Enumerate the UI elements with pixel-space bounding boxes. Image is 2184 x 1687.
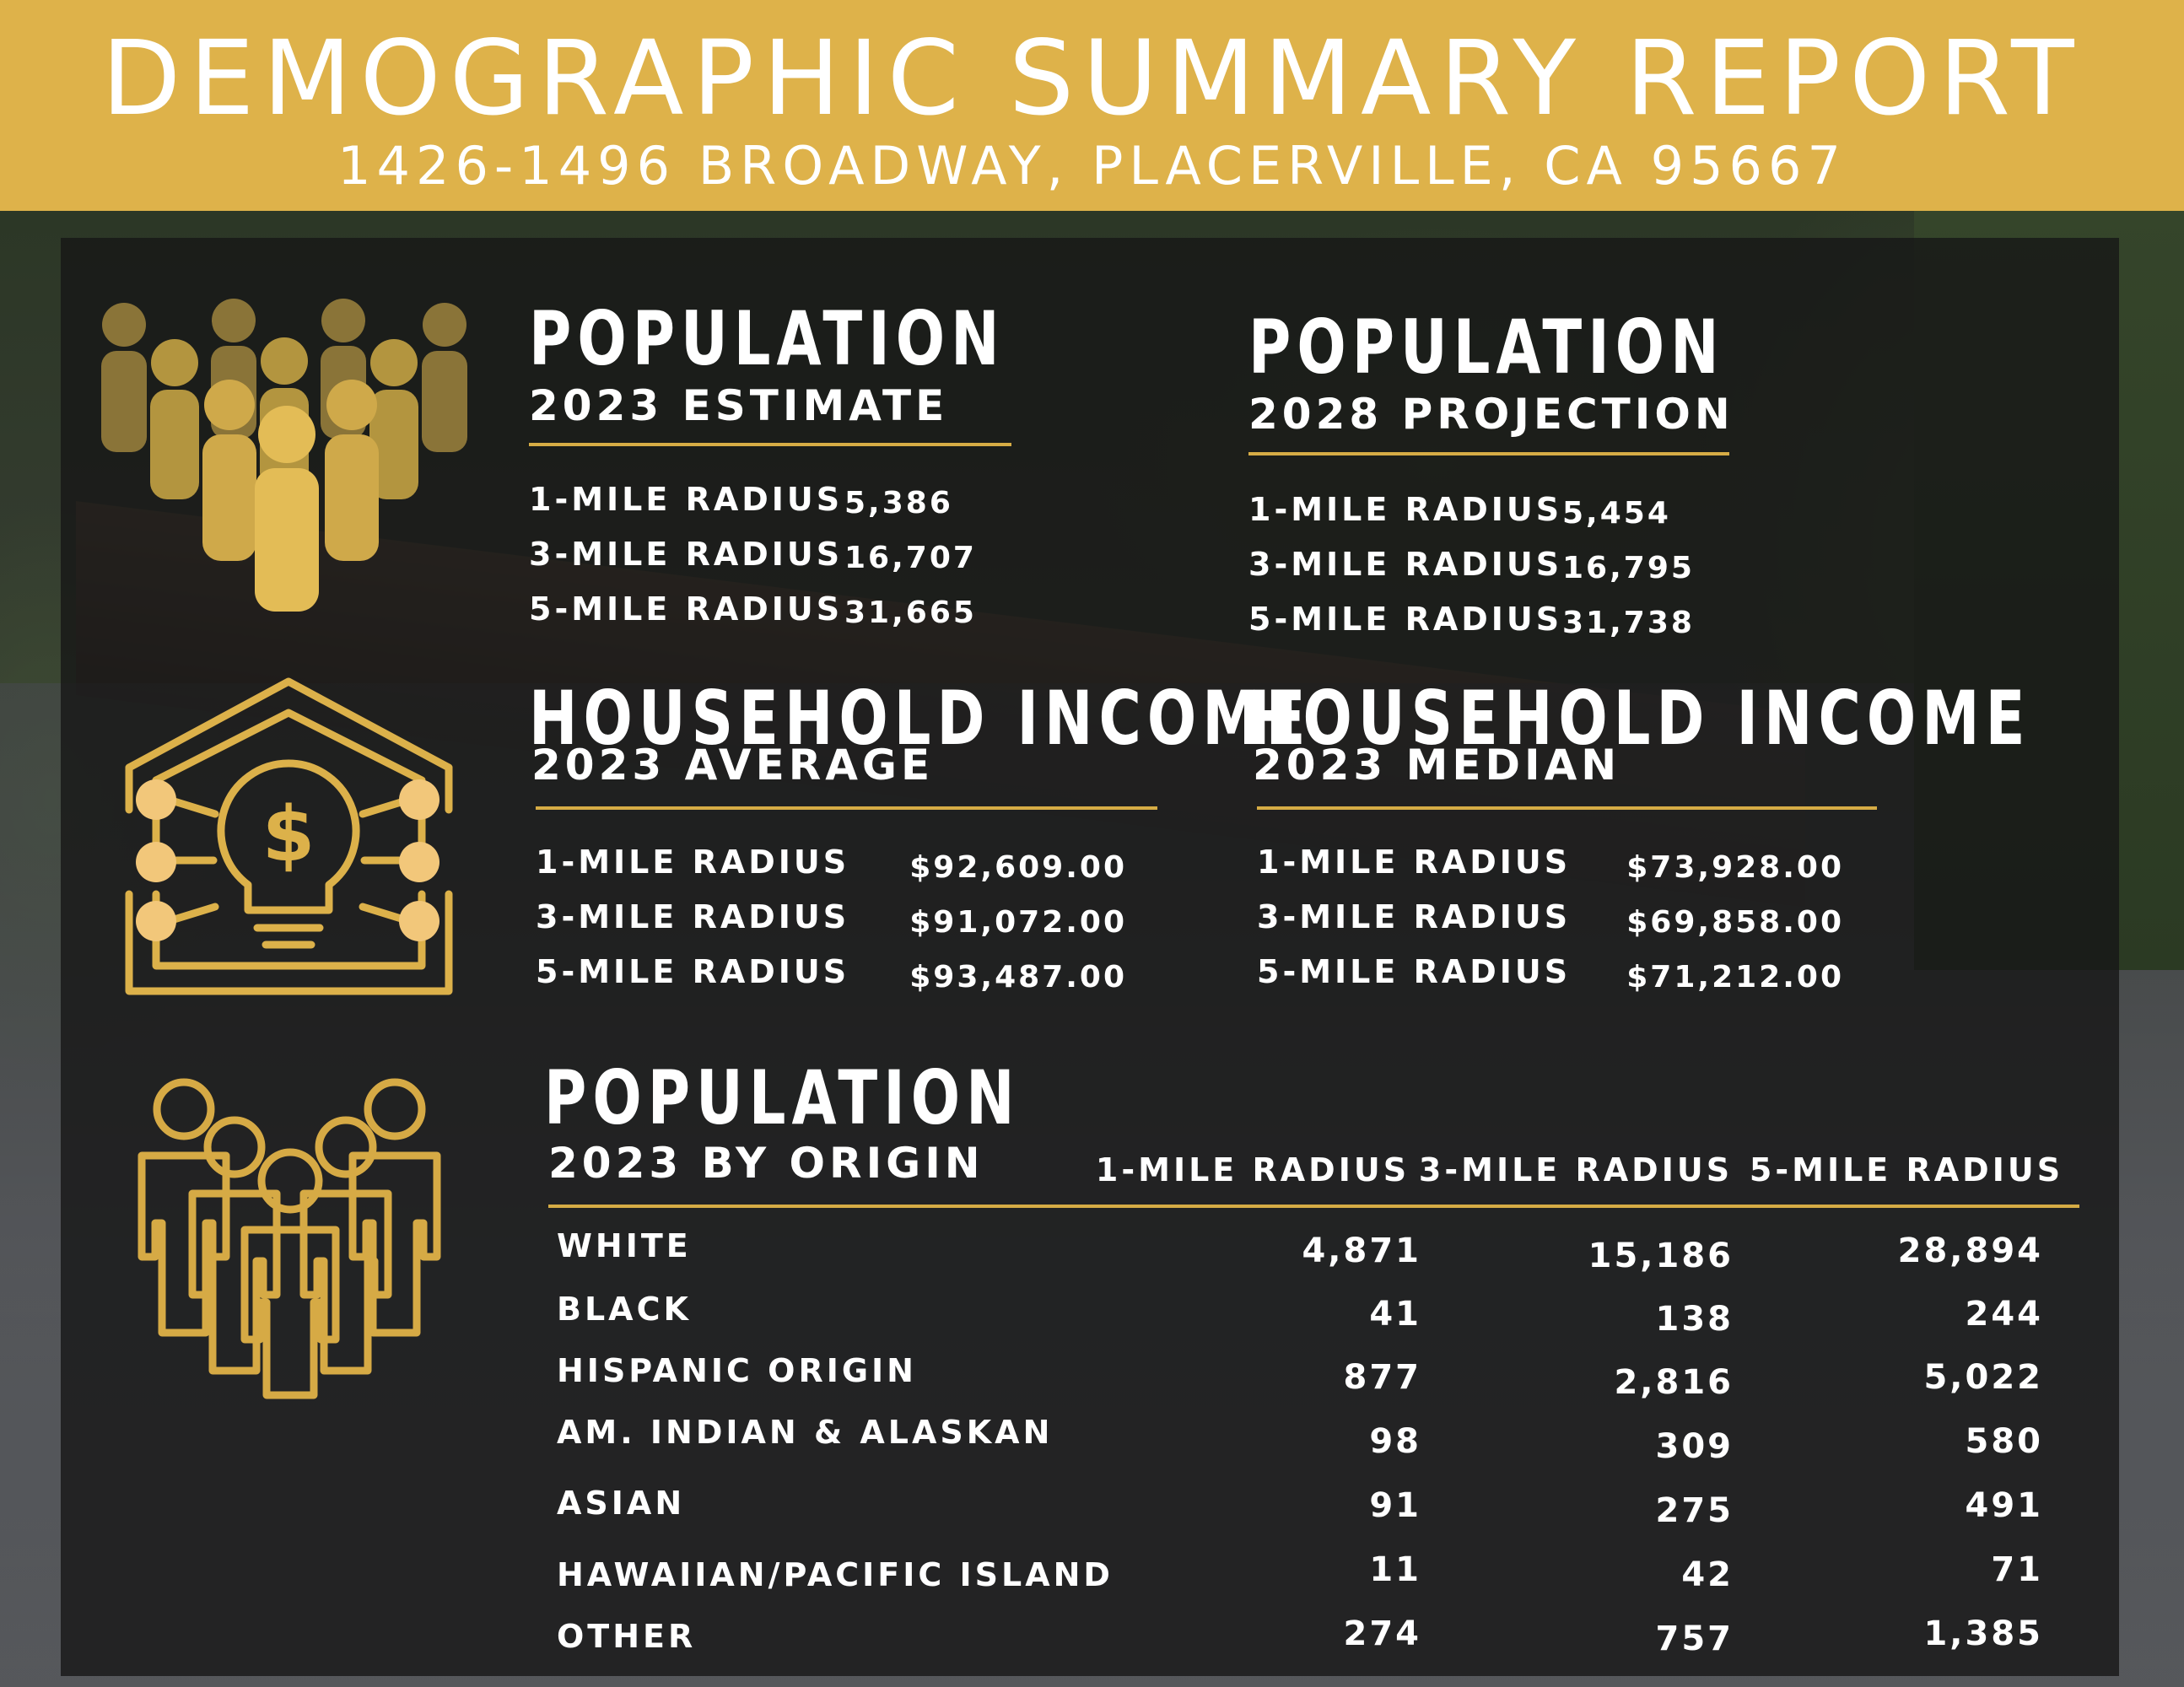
origin-column-header: 3-MILE RADIUS xyxy=(1418,1151,1734,1188)
header-banner: DEMOGRAPHIC SUMMARY REPORT 1426-1496 BRO… xyxy=(0,0,2184,211)
income-average-row-value: $93,487.00 xyxy=(909,960,1127,994)
origin-row-value: 138 xyxy=(1655,1300,1734,1339)
origin-row-value: 1,385 xyxy=(1923,1614,2043,1653)
population-2028-row-value: 5,454 xyxy=(1562,496,1671,531)
origin-title: POPULATION xyxy=(544,1054,1021,1141)
origin-row-value: 42 xyxy=(1681,1555,1734,1594)
population-2028-row-label: 3-MILE RADIUS xyxy=(1248,546,1563,583)
origin-column-header: 1-MILE RADIUS xyxy=(1095,1151,1410,1188)
origin-row-value: 28,894 xyxy=(1897,1232,2043,1270)
origin-row-value: 274 xyxy=(1343,1614,1421,1653)
income-median-rule xyxy=(1257,806,1877,810)
population-2023-row-label: 5-MILE RADIUS xyxy=(529,590,844,628)
origin-row-value: 91 xyxy=(1369,1486,1421,1525)
income-median-row-label: 1-MILE RADIUS xyxy=(1257,844,1572,881)
origin-row-value: 877 xyxy=(1343,1358,1421,1397)
origin-row-label: HISPANIC ORIGIN xyxy=(557,1352,917,1389)
origin-row-label: OTHER xyxy=(557,1618,697,1655)
population-2023-row-value: 16,707 xyxy=(844,541,977,575)
income-average-row-label: 3-MILE RADIUS xyxy=(536,898,850,935)
population-2023-row-label: 1-MILE RADIUS xyxy=(529,481,844,518)
origin-rule xyxy=(548,1205,2079,1208)
origin-subtitle: 2023 BY ORIGIN xyxy=(548,1139,984,1188)
population-2023-row-label: 3-MILE RADIUS xyxy=(529,536,844,573)
origin-row-label: HAWAIIAN/PACIFIC ISLAND xyxy=(557,1556,1114,1593)
population-2028-row-label: 1-MILE RADIUS xyxy=(1248,491,1563,528)
population-2028-row-value: 16,795 xyxy=(1562,551,1695,585)
origin-row-label: AM. INDIAN & ALASKAN xyxy=(557,1414,1054,1451)
origin-row-value: 580 xyxy=(1965,1422,2043,1461)
income-average-row-value: $92,609.00 xyxy=(909,850,1127,885)
income-average-subtitle: 2023 AVERAGE xyxy=(531,741,935,790)
population-2023-subtitle: 2023 ESTIMATE xyxy=(529,381,949,430)
population-2023-rule xyxy=(529,443,1011,446)
income-median-subtitle: 2023 MEDIAN xyxy=(1253,741,1621,790)
population-2023-row-value: 5,386 xyxy=(844,486,953,520)
origin-row-label: WHITE xyxy=(557,1227,692,1264)
origin-row-value: 4,871 xyxy=(1302,1232,1421,1270)
report-address: 1426-1496 BROADWAY, PLACERVILLE, CA 9566… xyxy=(337,135,1847,197)
origin-row-label: BLACK xyxy=(557,1291,692,1328)
income-average-row-label: 5-MILE RADIUS xyxy=(536,953,850,990)
income-average-title: HOUSEHOLD INCOME xyxy=(529,675,1312,762)
origin-row-label: ASIAN xyxy=(557,1485,686,1522)
population-2028-title: POPULATION xyxy=(1248,304,1725,391)
origin-row-value: 98 xyxy=(1369,1422,1421,1461)
origin-row-value: 275 xyxy=(1655,1491,1734,1530)
population-2023-row-value: 31,665 xyxy=(844,596,977,630)
origin-row-value: 244 xyxy=(1965,1295,2043,1334)
income-average-row-value: $91,072.00 xyxy=(909,905,1127,940)
population-2023-title: POPULATION xyxy=(529,295,1006,382)
origin-row-value: 757 xyxy=(1655,1620,1734,1658)
income-median-row-value: $71,212.00 xyxy=(1626,960,1844,994)
population-2028-subtitle: 2028 PROJECTION xyxy=(1248,390,1734,439)
income-average-row-label: 1-MILE RADIUS xyxy=(536,844,850,881)
income-median-row-label: 5-MILE RADIUS xyxy=(1257,953,1572,990)
income-median-title: HOUSEHOLD INCOME xyxy=(1248,675,2031,762)
population-2028-row-value: 31,738 xyxy=(1562,606,1695,640)
origin-column-header: 5-MILE RADIUS xyxy=(1749,1151,2064,1188)
origin-row-value: 309 xyxy=(1655,1427,1734,1466)
origin-row-value: 71 xyxy=(1991,1550,2043,1589)
svg-text:$: $ xyxy=(262,790,315,879)
population-2028-row-label: 5-MILE RADIUS xyxy=(1248,601,1563,638)
income-average-rule xyxy=(536,806,1157,810)
report-title: DEMOGRAPHIC SUMMARY REPORT xyxy=(101,19,2083,138)
origin-row-value: 11 xyxy=(1369,1550,1421,1589)
house-lightbulb-dollar-icon: $ xyxy=(125,677,453,995)
population-2028-rule xyxy=(1248,452,1729,455)
income-median-row-value: $73,928.00 xyxy=(1626,850,1844,885)
origin-row-value: 5,022 xyxy=(1923,1358,2043,1397)
origin-row-value: 491 xyxy=(1965,1486,2043,1525)
origin-row-value: 15,186 xyxy=(1588,1237,1734,1275)
origin-row-value: 41 xyxy=(1369,1295,1421,1334)
crowd-icon xyxy=(101,299,467,612)
income-median-row-value: $69,858.00 xyxy=(1626,905,1844,940)
income-median-row-label: 3-MILE RADIUS xyxy=(1257,898,1572,935)
origin-row-value: 2,816 xyxy=(1614,1363,1734,1402)
people-group-outline-icon xyxy=(138,1078,441,1399)
